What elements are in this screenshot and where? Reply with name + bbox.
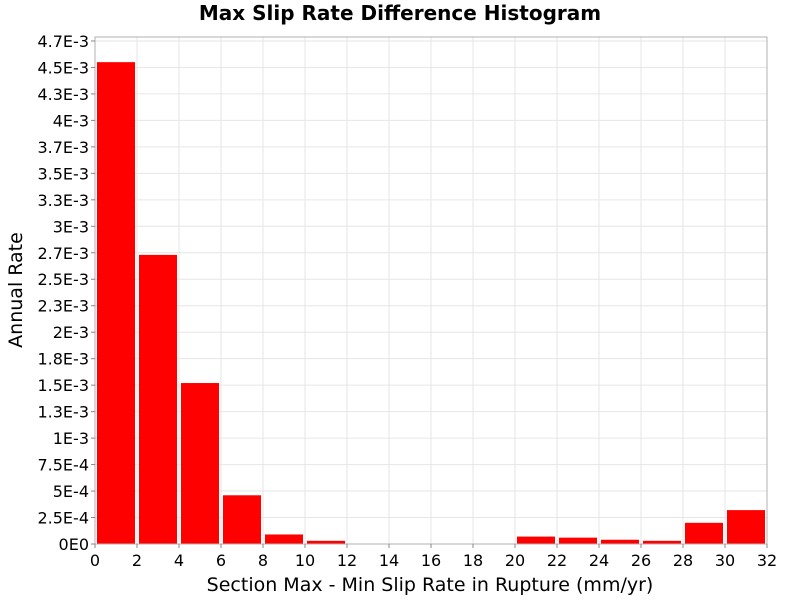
- y-tick-label: 3.7E-3: [37, 138, 89, 157]
- x-tick-label: 6: [216, 551, 226, 570]
- x-tick-label: 32: [757, 551, 777, 570]
- x-tick-label: 12: [337, 551, 357, 570]
- x-tick-label: 20: [505, 551, 525, 570]
- y-tick-label: 2.3E-3: [37, 297, 89, 316]
- y-tick-label: 2.7E-3: [37, 244, 89, 263]
- y-tick-label: 2E-3: [53, 323, 89, 342]
- x-tick-label: 26: [631, 551, 651, 570]
- grid-lines: [94, 37, 768, 545]
- x-tick-label: 2: [132, 551, 142, 570]
- histogram-bar: [727, 510, 765, 544]
- y-tick-label: 2.5E-3: [37, 270, 89, 289]
- y-tick-label: 5E-4: [53, 482, 89, 501]
- histogram-bar: [307, 540, 345, 544]
- y-tick-label: 2.5E-4: [37, 509, 89, 528]
- histogram-bar: [97, 62, 135, 545]
- histogram-bar: [517, 536, 555, 544]
- y-tick-label: 4.5E-3: [37, 58, 89, 77]
- y-tick-label: 4.7E-3: [37, 32, 89, 51]
- y-tick-label: 1.3E-3: [37, 403, 89, 422]
- x-tick-label: 0: [90, 551, 100, 570]
- chart-title: Max Slip Rate Difference Histogram: [199, 1, 601, 25]
- y-tick-label: 1.5E-3: [37, 376, 89, 395]
- x-tick-label: 24: [589, 551, 609, 570]
- x-tick-label: 8: [258, 551, 268, 570]
- y-axis-label: Annual Rate: [5, 232, 27, 348]
- histogram-bar: [601, 539, 639, 544]
- histogram-bar: [181, 383, 219, 544]
- y-tick-label: 4.3E-3: [37, 85, 89, 104]
- x-tick-label: 4: [174, 551, 184, 570]
- y-tick-label: 3E-3: [53, 217, 89, 236]
- y-axis-ticks: 0E0 2.5E-4 5E-4 7.5E-4 1E-3 1.3E-3 1.5E-3 1.8E-…: [37, 32, 95, 554]
- bars: [97, 62, 765, 545]
- x-tick-label: 30: [715, 551, 735, 570]
- y-tick-label: 1.8E-3: [37, 350, 89, 369]
- x-tick-label: 14: [379, 551, 399, 570]
- histogram-bar: [643, 540, 681, 544]
- y-tick-label: 0E0: [59, 535, 89, 554]
- x-tick-label: 18: [463, 551, 483, 570]
- histogram-bar: [685, 522, 723, 544]
- x-tick-label: 16: [421, 551, 441, 570]
- histogram-bar: [265, 534, 303, 544]
- x-tick-label: 10: [295, 551, 315, 570]
- x-axis-label: Section Max - Min Slip Rate in Rupture (…: [207, 574, 654, 596]
- y-tick-label: 3.3E-3: [37, 191, 89, 210]
- y-tick-label: 1E-3: [53, 429, 89, 448]
- histogram-bar: [559, 537, 597, 544]
- histogram-bar: [139, 254, 177, 544]
- y-tick-label: 3.5E-3: [37, 164, 89, 183]
- x-tick-label: 28: [673, 551, 693, 570]
- x-tick-label: 22: [547, 551, 567, 570]
- histogram-bar: [223, 495, 261, 544]
- x-axis-ticks: 0 2 4 6 8 10 12 14 16 18 20 22 24 26 28 30 32: [90, 544, 777, 570]
- y-tick-label: 7.5E-4: [37, 456, 89, 475]
- y-tick-label: 4E-3: [53, 111, 89, 130]
